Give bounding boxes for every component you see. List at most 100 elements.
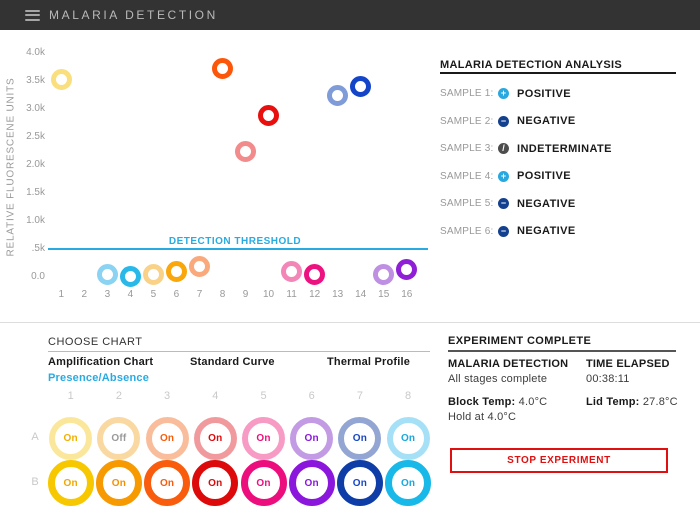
well-B8[interactable]: On	[385, 460, 432, 506]
well-state-label: On	[63, 477, 78, 489]
experiment-title-rule	[448, 350, 676, 352]
protocol-name: MALARIA DETECTION	[448, 358, 569, 370]
well-A5[interactable]: On	[242, 416, 285, 460]
protocol-status: All stages complete	[448, 373, 548, 385]
hamburger-bar	[25, 18, 40, 21]
detection-threshold-line	[48, 248, 428, 250]
block-temp: Block Temp: 4.0°C	[448, 396, 547, 408]
well-B5[interactable]: On	[240, 460, 287, 506]
analysis-panel-title: MALARIA DETECTION ANALYSIS	[440, 59, 622, 71]
well-state-label: On	[111, 477, 127, 489]
y-tick-label: .5k	[31, 243, 45, 254]
y-tick-label: 2.0k	[26, 159, 45, 170]
y-tick-label: 4.0k	[26, 47, 45, 58]
well-B2[interactable]: On	[95, 460, 142, 506]
chart-option-amplification-chart[interactable]: Amplification Chart	[48, 356, 154, 368]
y-tick-label: 1.0k	[26, 215, 45, 226]
minus-circle-icon: −	[498, 198, 509, 209]
y-tick-label: 2.5k	[26, 131, 45, 142]
well-state-label: On	[304, 477, 319, 489]
well-state-label: On	[159, 432, 175, 444]
x-tick-label: 3	[104, 289, 111, 300]
sample-row-2: SAMPLE 2: − NEGATIVE	[440, 114, 576, 129]
well-column-header-5: 5	[260, 390, 267, 402]
sample-row-5: SAMPLE 5: − NEGATIVE	[440, 196, 576, 211]
lid-temp-value: 27.8°C	[642, 396, 678, 408]
well-B7[interactable]: On	[336, 460, 383, 506]
well-row-label-A: A	[31, 431, 39, 443]
well-A2[interactable]: Off	[97, 416, 141, 460]
sample-status: POSITIVE	[517, 87, 571, 100]
sample-row-3: SAMPLE 3: / INDETERMINATE	[440, 141, 612, 156]
experiment-panel-title: EXPERIMENT COMPLETE	[448, 335, 592, 347]
x-tick-label: 5	[150, 289, 157, 300]
section-divider	[0, 322, 700, 323]
sample-status: POSITIVE	[517, 170, 571, 182]
sample-status: NEGATIVE	[517, 225, 576, 237]
well-A4[interactable]: On	[193, 416, 237, 460]
slash-circle-icon: /	[498, 143, 509, 154]
scatter-point-14	[350, 76, 372, 98]
chart-option-standard-curve[interactable]: Standard Curve	[190, 356, 275, 368]
scatter-point-10	[258, 105, 280, 127]
time-elapsed-value: 00:38:11	[586, 373, 630, 385]
x-tick-label: 9	[242, 289, 249, 300]
well-state-label: On	[63, 432, 78, 444]
hold-temp-text: Hold at 4.0°C	[448, 411, 517, 423]
plus-circle-icon: +	[498, 88, 509, 99]
x-tick-label: 13	[332, 289, 344, 300]
well-state-label: Off	[111, 432, 127, 444]
analysis-title-rule	[440, 72, 676, 74]
x-tick-label: 2	[81, 289, 88, 300]
sample-label: SAMPLE 5:	[440, 198, 494, 209]
app-header: MALARIA DETECTION	[0, 0, 700, 30]
chart-chooser-title: CHOOSE CHART	[48, 336, 143, 348]
well-state-label: On	[352, 477, 368, 489]
x-tick-label: 16	[401, 289, 413, 300]
stop-experiment-button[interactable]: STOP EXPERIMENT	[450, 448, 668, 473]
x-tick-label: 15	[378, 289, 390, 300]
well-A7[interactable]: On	[338, 416, 382, 460]
well-A3[interactable]: On	[145, 416, 189, 460]
scatter-point-13	[327, 84, 349, 106]
lid-temp: Lid Temp: 27.8°C	[586, 396, 678, 408]
y-tick-label: 3.0k	[26, 103, 45, 114]
chart-option-presence-absence[interactable]: Presence/Absence	[48, 372, 150, 384]
scatter-point-8	[212, 57, 233, 79]
scatter-point-16	[396, 258, 418, 280]
well-B6[interactable]: On	[288, 460, 335, 506]
well-A8[interactable]: On	[386, 416, 430, 460]
well-B1[interactable]: On	[47, 460, 94, 506]
well-state-label: On	[256, 477, 271, 489]
scatter-point-12	[304, 264, 326, 286]
x-tick-label: 6	[173, 289, 180, 300]
x-tick-label: 10	[263, 289, 275, 300]
well-B3[interactable]: On	[144, 460, 191, 506]
hamburger-menu-icon[interactable]	[25, 7, 40, 23]
well-column-header-2: 2	[115, 390, 122, 402]
well-A1[interactable]: On	[49, 416, 93, 460]
scatter-point-4	[119, 265, 141, 287]
plus-circle-icon: +	[498, 170, 509, 182]
well-column-header-1: 1	[67, 390, 74, 402]
well-state-label: On	[400, 432, 416, 444]
well-state-label: On	[208, 432, 223, 444]
well-column-header-4: 4	[212, 390, 219, 402]
scatter-point-7	[188, 255, 210, 277]
well-state-label: On	[256, 432, 271, 444]
app-title: MALARIA DETECTION	[49, 8, 218, 22]
sample-label: SAMPLE 1:	[440, 88, 494, 99]
well-column-header-3: 3	[164, 390, 171, 402]
well-column-header-6: 6	[308, 390, 315, 402]
scatter-point-15	[373, 264, 395, 286]
block-temp-label: Block Temp:	[448, 396, 516, 408]
chart-option-thermal-profile[interactable]: Thermal Profile	[327, 356, 411, 368]
sample-label: SAMPLE 6:	[440, 225, 494, 237]
well-state-label: On	[159, 477, 175, 489]
lid-temp-label: Lid Temp:	[586, 396, 640, 408]
x-tick-label: 4	[127, 289, 134, 300]
well-B4[interactable]: On	[192, 460, 239, 506]
well-A6[interactable]: On	[290, 416, 334, 460]
hamburger-bar	[25, 14, 40, 16]
x-tick-label: 8	[219, 289, 226, 300]
